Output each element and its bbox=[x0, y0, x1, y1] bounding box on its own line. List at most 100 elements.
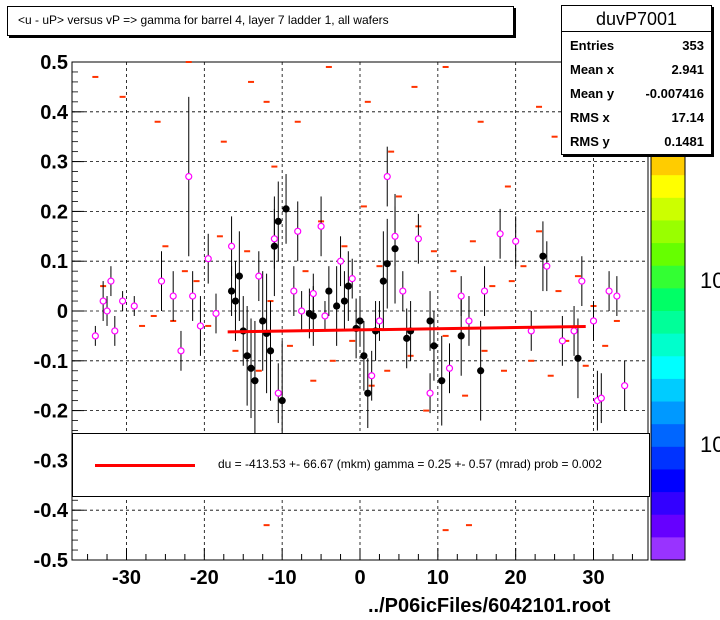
fit-legend-line bbox=[95, 464, 195, 467]
magenta-point bbox=[157, 277, 166, 285]
red-bin bbox=[364, 100, 371, 103]
black-point bbox=[243, 352, 251, 360]
magenta-point bbox=[457, 292, 465, 300]
black-point bbox=[383, 260, 391, 268]
black-point bbox=[574, 354, 582, 362]
magenta-point bbox=[543, 262, 551, 270]
red-bin bbox=[582, 364, 589, 367]
black-point bbox=[391, 245, 399, 253]
magenta-point bbox=[130, 302, 138, 310]
red-bin bbox=[263, 100, 270, 103]
black-point bbox=[403, 334, 411, 342]
red-bin bbox=[220, 140, 227, 143]
red-bin bbox=[248, 80, 255, 83]
magenta-point bbox=[512, 237, 520, 245]
red-bin bbox=[216, 235, 223, 238]
palette-swatch bbox=[651, 197, 685, 221]
magenta-point bbox=[391, 232, 399, 240]
palette-swatch bbox=[651, 333, 685, 357]
black-point bbox=[360, 352, 368, 360]
magenta-point bbox=[169, 292, 177, 300]
file-name: ../P06icFiles/6042101.root bbox=[368, 595, 611, 617]
palette-swatch bbox=[651, 537, 685, 561]
palette-swatch bbox=[651, 356, 685, 380]
black-point bbox=[266, 347, 275, 355]
black-point bbox=[539, 252, 547, 260]
stats-key: Mean y bbox=[570, 86, 615, 101]
red-bin bbox=[244, 250, 251, 253]
black-point bbox=[231, 297, 240, 305]
palette-swatch bbox=[651, 175, 685, 199]
black-point bbox=[259, 317, 267, 325]
stats-value: 2.941 bbox=[671, 62, 704, 77]
magenta-point bbox=[621, 382, 629, 390]
palette-swatch bbox=[651, 514, 685, 538]
x-tick-label: 20 bbox=[505, 567, 527, 589]
red-bin bbox=[360, 205, 367, 208]
black-point bbox=[438, 377, 446, 385]
red-bin bbox=[92, 75, 99, 78]
red-bin bbox=[119, 95, 126, 98]
red-bin bbox=[504, 185, 511, 188]
magenta-point bbox=[91, 332, 99, 340]
palette-swatch bbox=[651, 446, 685, 470]
black-point bbox=[325, 287, 333, 295]
magenta-point bbox=[317, 222, 325, 230]
red-bin bbox=[263, 524, 270, 527]
magenta-point bbox=[274, 389, 282, 397]
palette-swatch bbox=[651, 401, 685, 425]
magenta-point bbox=[107, 277, 115, 285]
black-point bbox=[282, 205, 290, 213]
magenta-point bbox=[527, 327, 535, 335]
y-tick-label: 0 bbox=[57, 301, 68, 323]
red-bin bbox=[462, 394, 469, 397]
magenta-points bbox=[91, 172, 629, 405]
black-point bbox=[364, 389, 372, 397]
red-bin bbox=[547, 374, 554, 377]
y-tick-label: 0.1 bbox=[40, 251, 68, 273]
magenta-point bbox=[294, 227, 302, 235]
magenta-point bbox=[177, 347, 185, 355]
red-bin bbox=[602, 344, 609, 347]
y-tick-label: -0.2 bbox=[34, 401, 68, 423]
black-point bbox=[457, 332, 465, 340]
red-bin bbox=[489, 285, 496, 288]
palette-swatch bbox=[651, 492, 685, 516]
red-bin bbox=[555, 290, 562, 293]
y-tick-label: -0.4 bbox=[34, 500, 69, 522]
y-tick-label: 0.3 bbox=[40, 152, 68, 174]
red-bin bbox=[325, 65, 332, 68]
stats-value: 0.1481 bbox=[664, 134, 704, 149]
palette-swatch bbox=[651, 378, 685, 403]
black-point bbox=[356, 317, 364, 325]
fit-line-segment bbox=[227, 324, 586, 334]
x-tick-label: -20 bbox=[190, 567, 219, 589]
black-point bbox=[477, 367, 485, 375]
black-point bbox=[426, 317, 434, 325]
magenta-point bbox=[99, 297, 107, 305]
magenta-point bbox=[426, 389, 434, 397]
fit-line bbox=[227, 324, 586, 334]
plot-title: <u - uP> versus vP => gamma for barrel 4… bbox=[18, 13, 389, 27]
magenta-point bbox=[348, 275, 356, 283]
red-bin bbox=[442, 529, 449, 532]
red-bin bbox=[185, 61, 192, 63]
red-bin bbox=[286, 344, 293, 347]
palette-swatch bbox=[651, 152, 685, 176]
y-tick-label: -0.5 bbox=[34, 550, 68, 572]
black-point bbox=[270, 242, 278, 250]
black-point bbox=[430, 342, 438, 350]
red-bin bbox=[430, 250, 437, 253]
red-bin bbox=[508, 280, 515, 283]
color-palette bbox=[650, 61, 686, 561]
magenta-point bbox=[368, 372, 376, 380]
red-bin bbox=[255, 369, 262, 372]
y-tick-label: 0.2 bbox=[40, 201, 68, 223]
red-bin bbox=[501, 369, 507, 372]
x-tick-label: 0 bbox=[354, 567, 365, 589]
magenta-point bbox=[578, 277, 586, 285]
red-bin bbox=[536, 105, 543, 108]
fit-legend-text: du = -413.53 +- 66.67 (mkm) gamma = 0.25… bbox=[218, 457, 602, 471]
magenta-point bbox=[309, 289, 317, 298]
red-bin bbox=[536, 230, 543, 233]
